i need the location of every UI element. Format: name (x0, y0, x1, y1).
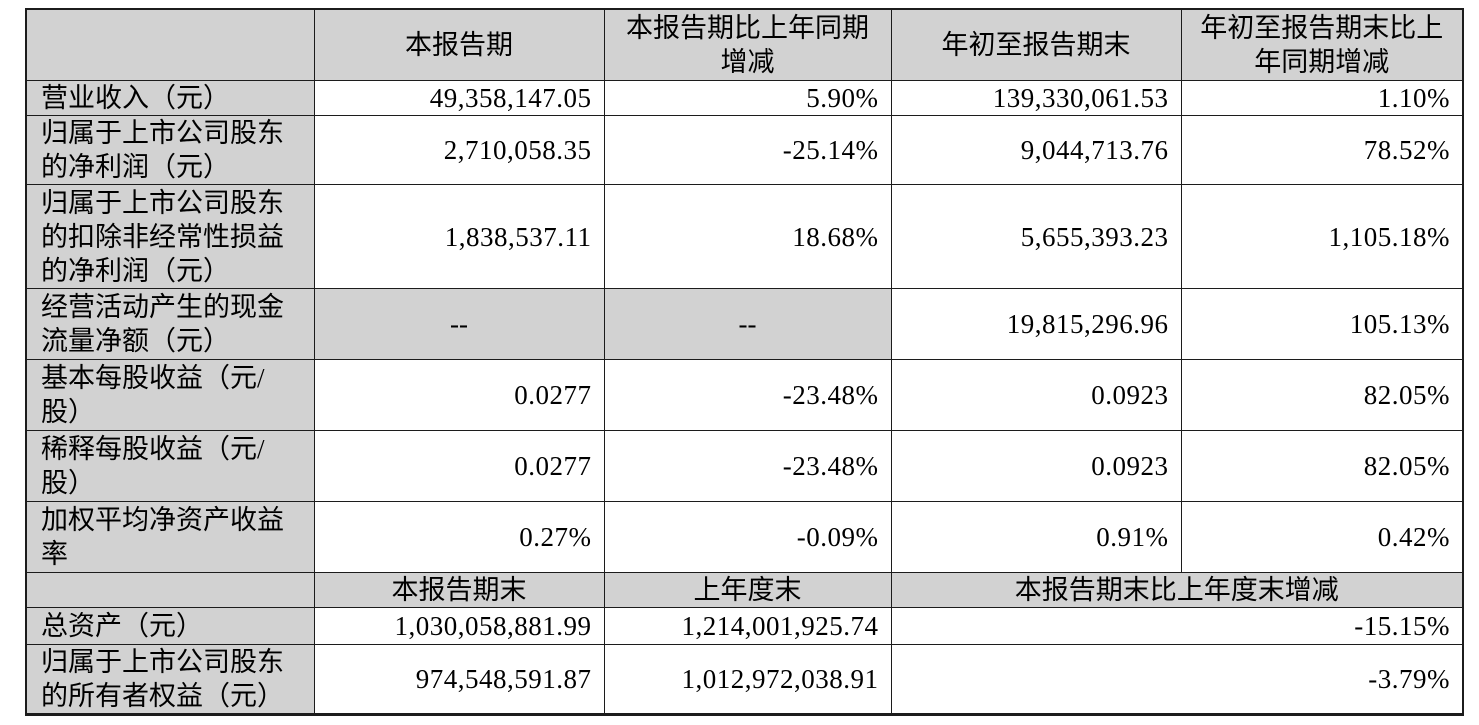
row-weighted-avg-roe: 加权平均净资产收益率 0.27% -0.09% 0.91% 0.42% (25, 501, 1464, 573)
metric-label: 总资产（元） (25, 607, 315, 645)
value-ytd: 0.0923 (890, 359, 1182, 431)
row-equity-attributable: 归属于上市公司股东的所有者权益（元） 974,548,591.87 1,012,… (25, 644, 1464, 715)
value-ytd: 0.0923 (890, 430, 1182, 502)
value-current-period-dash: -- (313, 288, 605, 360)
value-current-period: 0.27% (313, 501, 605, 573)
value-current-period: 0.0277 (313, 430, 605, 502)
value-ytd-yoy: 78.52% (1180, 115, 1464, 185)
value-current-period: 1,838,537.11 (313, 184, 605, 289)
value-ytd-yoy: 82.05% (1180, 430, 1464, 502)
header-current-period-yoy: 本报告期比上年同期增减 (603, 8, 892, 81)
row-operating-cash-flow: 经营活动产生的现金流量净额（元） -- -- 19,815,296.96 105… (25, 288, 1464, 360)
secondary-header-row: 本报告期末 上年度末 本报告期末比上年度末增减 (25, 572, 1464, 608)
value-ytd: 139,330,061.53 (890, 80, 1182, 116)
value-ytd-yoy: 0.42% (1180, 501, 1464, 573)
header-ytd-yoy: 年初至报告期末比上年同期增减 (1180, 8, 1464, 81)
value-ytd: 19,815,296.96 (890, 288, 1182, 360)
value-ytd-yoy: 1.10% (1180, 80, 1464, 116)
row-basic-eps: 基本每股收益（元/股） 0.0277 -23.48% 0.0923 82.05% (25, 359, 1464, 431)
value-current-period: 0.0277 (313, 359, 605, 431)
value-current-yoy-dash: -- (603, 288, 892, 360)
value-current-yoy: 18.68% (603, 184, 892, 289)
value-current-yoy: -23.48% (603, 430, 892, 502)
value-ytd: 9,044,713.76 (890, 115, 1182, 185)
row-net-profit-attributable: 归属于上市公司股东的净利润（元） 2,710,058.35 -25.14% 9,… (25, 115, 1464, 185)
value-ytd-yoy: 105.13% (1180, 288, 1464, 360)
metric-label: 归属于上市公司股东的净利润（元） (25, 115, 315, 185)
value-current-yoy: -0.09% (603, 501, 892, 573)
value-ytd: 5,655,393.23 (890, 184, 1182, 289)
metric-label: 归属于上市公司股东的所有者权益（元） (25, 644, 315, 715)
value-current-yoy: -25.14% (603, 115, 892, 185)
value-current-period: 49,358,147.05 (313, 80, 605, 116)
metric-label: 基本每股收益（元/股） (25, 359, 315, 431)
key-financials-table: 本报告期 本报告期比上年同期增减 年初至报告期末 年初至报告期末比上年同期增减 … (25, 8, 1464, 716)
value-current-period: 2,710,058.35 (313, 115, 605, 185)
secondary-header-end-of-period: 本报告期末 (313, 572, 605, 608)
row-diluted-eps: 稀释每股收益（元/股） 0.0277 -23.48% 0.0923 82.05% (25, 430, 1464, 502)
row-net-profit-excl-nonrecurring: 归属于上市公司股东的扣除非经常性损益的净利润（元） 1,838,537.11 1… (25, 184, 1464, 289)
metric-label: 经营活动产生的现金流量净额（元） (25, 288, 315, 360)
value-end-of-prior-year: 1,012,972,038.91 (603, 644, 892, 715)
row-total-assets: 总资产（元） 1,030,058,881.99 1,214,001,925.74… (25, 607, 1464, 645)
metric-label: 营业收入（元） (25, 80, 315, 116)
metric-label: 稀释每股收益（元/股） (25, 430, 315, 502)
secondary-header-end-of-prior-year: 上年度末 (603, 572, 892, 608)
secondary-header-blank-cell (25, 572, 315, 608)
metric-label: 加权平均净资产收益率 (25, 501, 315, 573)
value-end-of-period: 974,548,591.87 (313, 644, 605, 715)
header-current-period: 本报告期 (313, 8, 605, 81)
header-ytd: 年初至报告期末 (890, 8, 1182, 81)
value-ytd: 0.91% (890, 501, 1182, 573)
header-row: 本报告期 本报告期比上年同期增减 年初至报告期末 年初至报告期末比上年同期增减 (25, 8, 1464, 81)
value-ytd-yoy: 82.05% (1180, 359, 1464, 431)
metric-label: 归属于上市公司股东的扣除非经常性损益的净利润（元） (25, 184, 315, 289)
value-end-of-prior-year: 1,214,001,925.74 (603, 607, 892, 645)
value-current-yoy: -23.48% (603, 359, 892, 431)
value-ytd-yoy: 1,105.18% (1180, 184, 1464, 289)
value-end-of-period: 1,030,058,881.99 (313, 607, 605, 645)
value-change: -3.79% (890, 644, 1464, 715)
value-change: -15.15% (890, 607, 1464, 645)
value-current-yoy: 5.90% (603, 80, 892, 116)
header-blank-cell (25, 8, 315, 81)
row-operating-revenue: 营业收入（元） 49,358,147.05 5.90% 139,330,061.… (25, 80, 1464, 116)
secondary-header-change: 本报告期末比上年度末增减 (890, 572, 1464, 608)
